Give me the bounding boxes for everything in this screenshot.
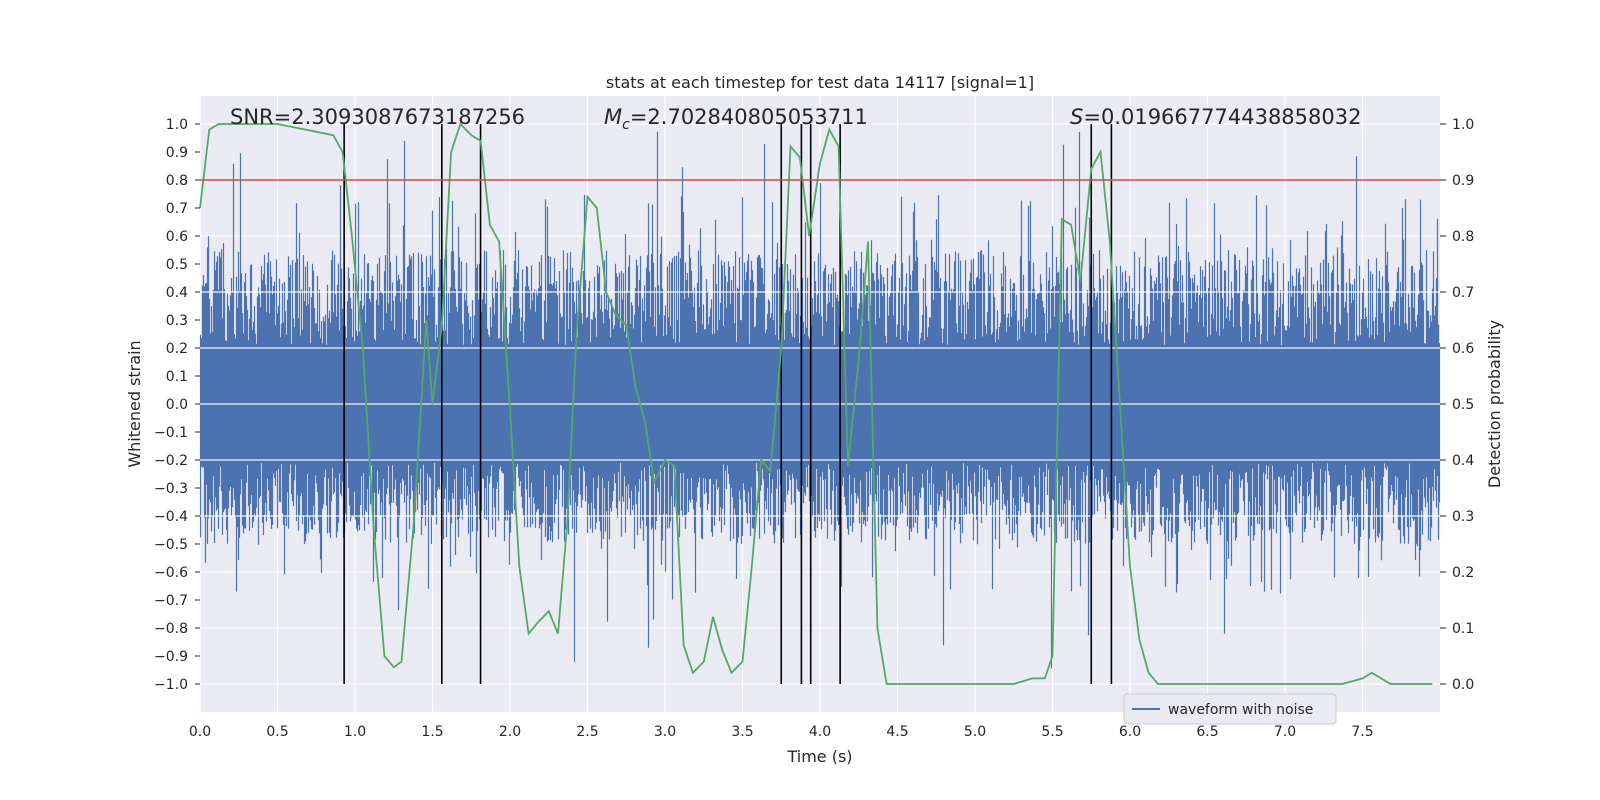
x-tick-label: 7.5 (1351, 724, 1373, 740)
y2-tick-label: 0.5 (1452, 397, 1474, 413)
x-tick-label: 6.0 (1119, 724, 1141, 740)
y-tick-label: −1.0 (154, 677, 188, 693)
y2-tick-label: 0.4 (1452, 453, 1474, 469)
x-tick-label: 2.0 (499, 724, 521, 740)
y-tick-label: 0.9 (166, 145, 188, 161)
x-axis-label: Time (s) (786, 747, 852, 766)
y2-tick-label: 0.9 (1452, 173, 1474, 189)
x-tick-label: 7.0 (1274, 724, 1296, 740)
y-axis-ticks: 1.0 0.9 0.8 0.7 0.6 0.5 0.4 0.3 0.2 0.1 0.0 −0.1 −0.… (154, 117, 200, 693)
chart-title: stats at each timestep for test data 141… (606, 73, 1034, 92)
x-tick-label: 0.5 (266, 724, 288, 740)
y-tick-label: 0.1 (166, 369, 188, 385)
y-tick-label: 0.7 (166, 201, 188, 217)
y-tick-label: 0.4 (166, 285, 188, 301)
y-tick-label: −0.5 (154, 537, 188, 553)
y-tick-label: 1.0 (166, 117, 188, 133)
probability-series (199, 122, 1433, 685)
y2-tick-label: 0.0 (1452, 677, 1474, 693)
vertical-markers (343, 124, 1113, 684)
y2-tick-label: 0.3 (1452, 509, 1474, 525)
y-tick-label: −0.2 (154, 453, 188, 469)
y-tick-label: −0.8 (154, 621, 188, 637)
mc-value: =2.702840805053711 (630, 105, 868, 129)
y2-tick-label: 0.7 (1452, 285, 1474, 301)
x-tick-label: 1.5 (421, 724, 443, 740)
x-tick-label: 2.5 (576, 724, 598, 740)
x-tick-label: 5.0 (964, 724, 986, 740)
y2-tick-label: 0.2 (1452, 565, 1474, 581)
y-tick-label: −0.3 (154, 481, 188, 497)
legend: waveform with noise (1123, 693, 1337, 725)
x-tick-label: 3.0 (654, 724, 676, 740)
legend-box (1123, 693, 1337, 725)
y-tick-label: −0.6 (154, 565, 188, 581)
y-tick-label: 0.3 (166, 313, 188, 329)
y2-axis-label: Detection probability (1485, 320, 1504, 488)
y2-tick-label: 1.0 (1452, 117, 1474, 133)
y2-tick-label: 0.8 (1452, 229, 1474, 245)
y-tick-label: −0.7 (154, 593, 188, 609)
x-tick-label: 6.5 (1196, 724, 1218, 740)
x-tick-label: 0.0 (189, 724, 211, 740)
x-tick-label: 4.5 (886, 724, 908, 740)
x-tick-label: 4.0 (809, 724, 831, 740)
x-tick-label: 1.0 (344, 724, 366, 740)
legend-entry: waveform with noise (1168, 702, 1313, 718)
y-tick-label: 0.5 (166, 257, 188, 273)
waveform-series (199, 131, 1441, 669)
snr-annotation: SNR=2.3093087673187256 (230, 105, 525, 129)
y2-tick-label: 0.6 (1452, 341, 1474, 357)
y-tick-label: −0.9 (154, 649, 188, 665)
x-tick-label: 3.5 (731, 724, 753, 740)
s-annotation: S=0.019667774438858032 (1070, 105, 1361, 129)
x-axis-ticks: 0.0 0.5 1.0 1.5 2.0 2.5 3.0 3.5 4.0 4.5 5.0 5.5 6.0 6… (189, 724, 1374, 740)
s-value: =0.019667774438858032 (1083, 105, 1361, 129)
probability-line (199, 122, 1433, 685)
mc-annotation: Mc=2.702840805053711 (604, 105, 868, 133)
y-tick-label: 0.8 (166, 173, 188, 189)
y-tick-label: −0.4 (154, 509, 188, 525)
y2-tick-label: 0.1 (1452, 621, 1474, 637)
y-tick-label: 0.6 (166, 229, 188, 245)
y-tick-label: 0.2 (166, 341, 188, 357)
y-tick-label: 0.0 (166, 397, 188, 413)
x-tick-label: 5.5 (1041, 724, 1063, 740)
y-tick-label: −0.1 (154, 425, 188, 441)
y2-axis-ticks: 1.0 0.9 0.8 0.7 0.6 0.5 0.4 0.3 0.2 0.1 0.0 (1440, 117, 1474, 693)
y-axis-label: Whitened strain (125, 340, 144, 467)
